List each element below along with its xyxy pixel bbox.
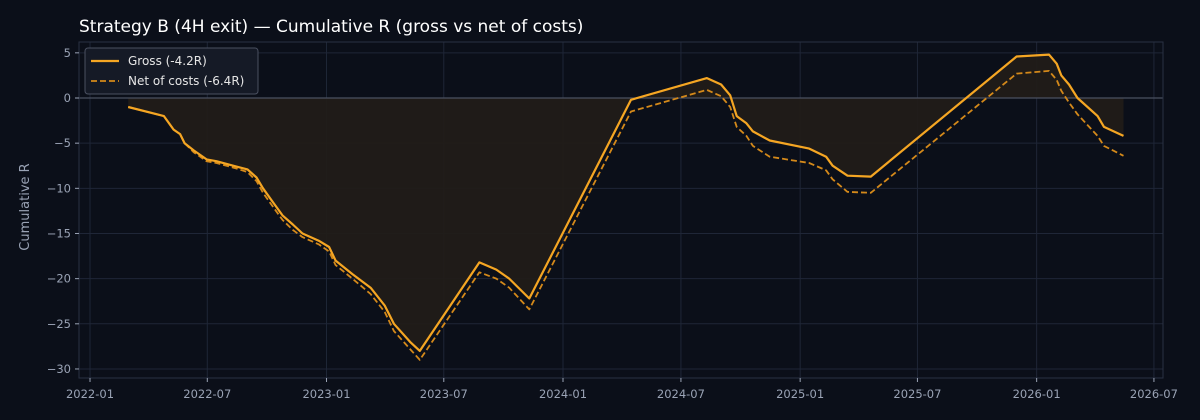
x-tick-label: 2023-07 <box>420 387 468 401</box>
y-axis-ticks: 5 0 −5 −10 −15 −20 −25 −30 <box>47 46 79 376</box>
series-line-net <box>127 70 1124 361</box>
x-tick-label: 2024-07 <box>657 387 705 401</box>
y-tick-label: −20 <box>47 272 71 286</box>
series-line-gross <box>127 53 1124 352</box>
chart-title: Strategy B (4H exit) — Cumulative R (gro… <box>79 17 583 37</box>
x-tick-label: 2025-07 <box>893 387 941 401</box>
y-axis-label: Cumulative R <box>18 163 33 250</box>
y-tick-label: −10 <box>47 181 71 195</box>
x-tick-label: 2025-01 <box>776 387 824 401</box>
x-tick-label: 2023-01 <box>302 387 350 401</box>
y-tick-label: −15 <box>47 226 71 240</box>
y-tick-label: 0 <box>64 91 71 105</box>
x-tick-label: 2022-07 <box>183 387 231 401</box>
x-tick-label: 2024-01 <box>539 387 587 401</box>
legend-label-gross: Gross (-4.2R) <box>128 54 207 68</box>
y-tick-label: −5 <box>54 136 71 150</box>
legend: Gross (-4.2R) Net of costs (-6.4R) <box>84 47 259 95</box>
x-tick-label: 2022-01 <box>66 387 114 401</box>
x-tick-label: 2026-07 <box>1130 387 1178 401</box>
y-tick-label: 5 <box>64 46 71 60</box>
y-tick-label: −30 <box>47 362 71 376</box>
area-fill <box>128 54 1124 351</box>
gross-area-fill <box>128 54 1124 351</box>
legend-box <box>84 47 259 95</box>
x-tick-label: 2026-01 <box>1013 387 1061 401</box>
x-axis-ticks: 2022-01 2022-07 2023-01 2023-07 2024-01 2024-… <box>66 378 1178 401</box>
plot-frame <box>78 41 1164 379</box>
series-lines <box>127 53 1124 361</box>
legend-label-net: Net of costs (-6.4R) <box>128 74 244 88</box>
y-tick-label: −25 <box>47 317 71 331</box>
